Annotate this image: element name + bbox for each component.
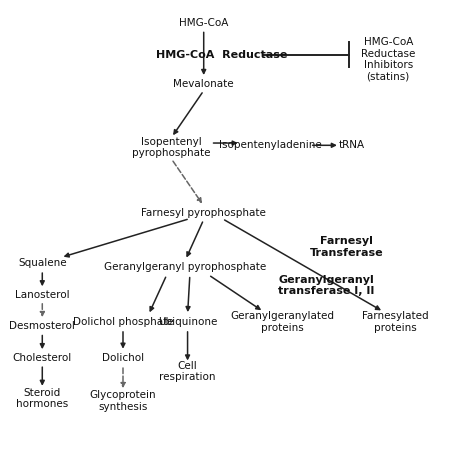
Text: Mevalonate: Mevalonate	[173, 79, 234, 89]
Text: Farnesylated
proteins: Farnesylated proteins	[362, 311, 428, 333]
Text: Dolichol: Dolichol	[102, 353, 144, 363]
Text: Glycoprotein
synthesis: Glycoprotein synthesis	[90, 390, 156, 412]
Text: Geranylgeranylated
proteins: Geranylgeranylated proteins	[230, 311, 334, 333]
Text: Dolichol phosphate: Dolichol phosphate	[73, 317, 173, 327]
Text: Squalene: Squalene	[18, 258, 67, 268]
Text: Cholesterol: Cholesterol	[13, 353, 72, 363]
Text: HMG-CoA: HMG-CoA	[179, 18, 228, 28]
Text: Cell
respiration: Cell respiration	[159, 361, 216, 382]
Text: Farnesyl
Transferase: Farnesyl Transferase	[310, 236, 383, 258]
Text: HMG-CoA  Reductase: HMG-CoA Reductase	[156, 50, 288, 60]
Text: Isopentenyl
pyrophosphate: Isopentenyl pyrophosphate	[132, 137, 210, 158]
Text: Geranylgeranyl
transferase I, II: Geranylgeranyl transferase I, II	[278, 275, 374, 296]
Text: Geranylgeranyl pyrophosphate: Geranylgeranyl pyrophosphate	[104, 262, 266, 273]
Text: Isopentenyladenine: Isopentenyladenine	[219, 140, 322, 150]
Text: Farnesyl pyrophosphate: Farnesyl pyrophosphate	[141, 208, 266, 218]
Text: Steroid
hormones: Steroid hormones	[16, 388, 68, 409]
Text: Lanosterol: Lanosterol	[15, 289, 70, 300]
Text: Desmosterol: Desmosterol	[9, 321, 75, 331]
Text: Ubiquinone: Ubiquinone	[158, 317, 217, 327]
Text: tRNA: tRNA	[338, 140, 365, 150]
Text: HMG-CoA
Reductase
Inhibitors
(statins): HMG-CoA Reductase Inhibitors (statins)	[361, 37, 415, 82]
